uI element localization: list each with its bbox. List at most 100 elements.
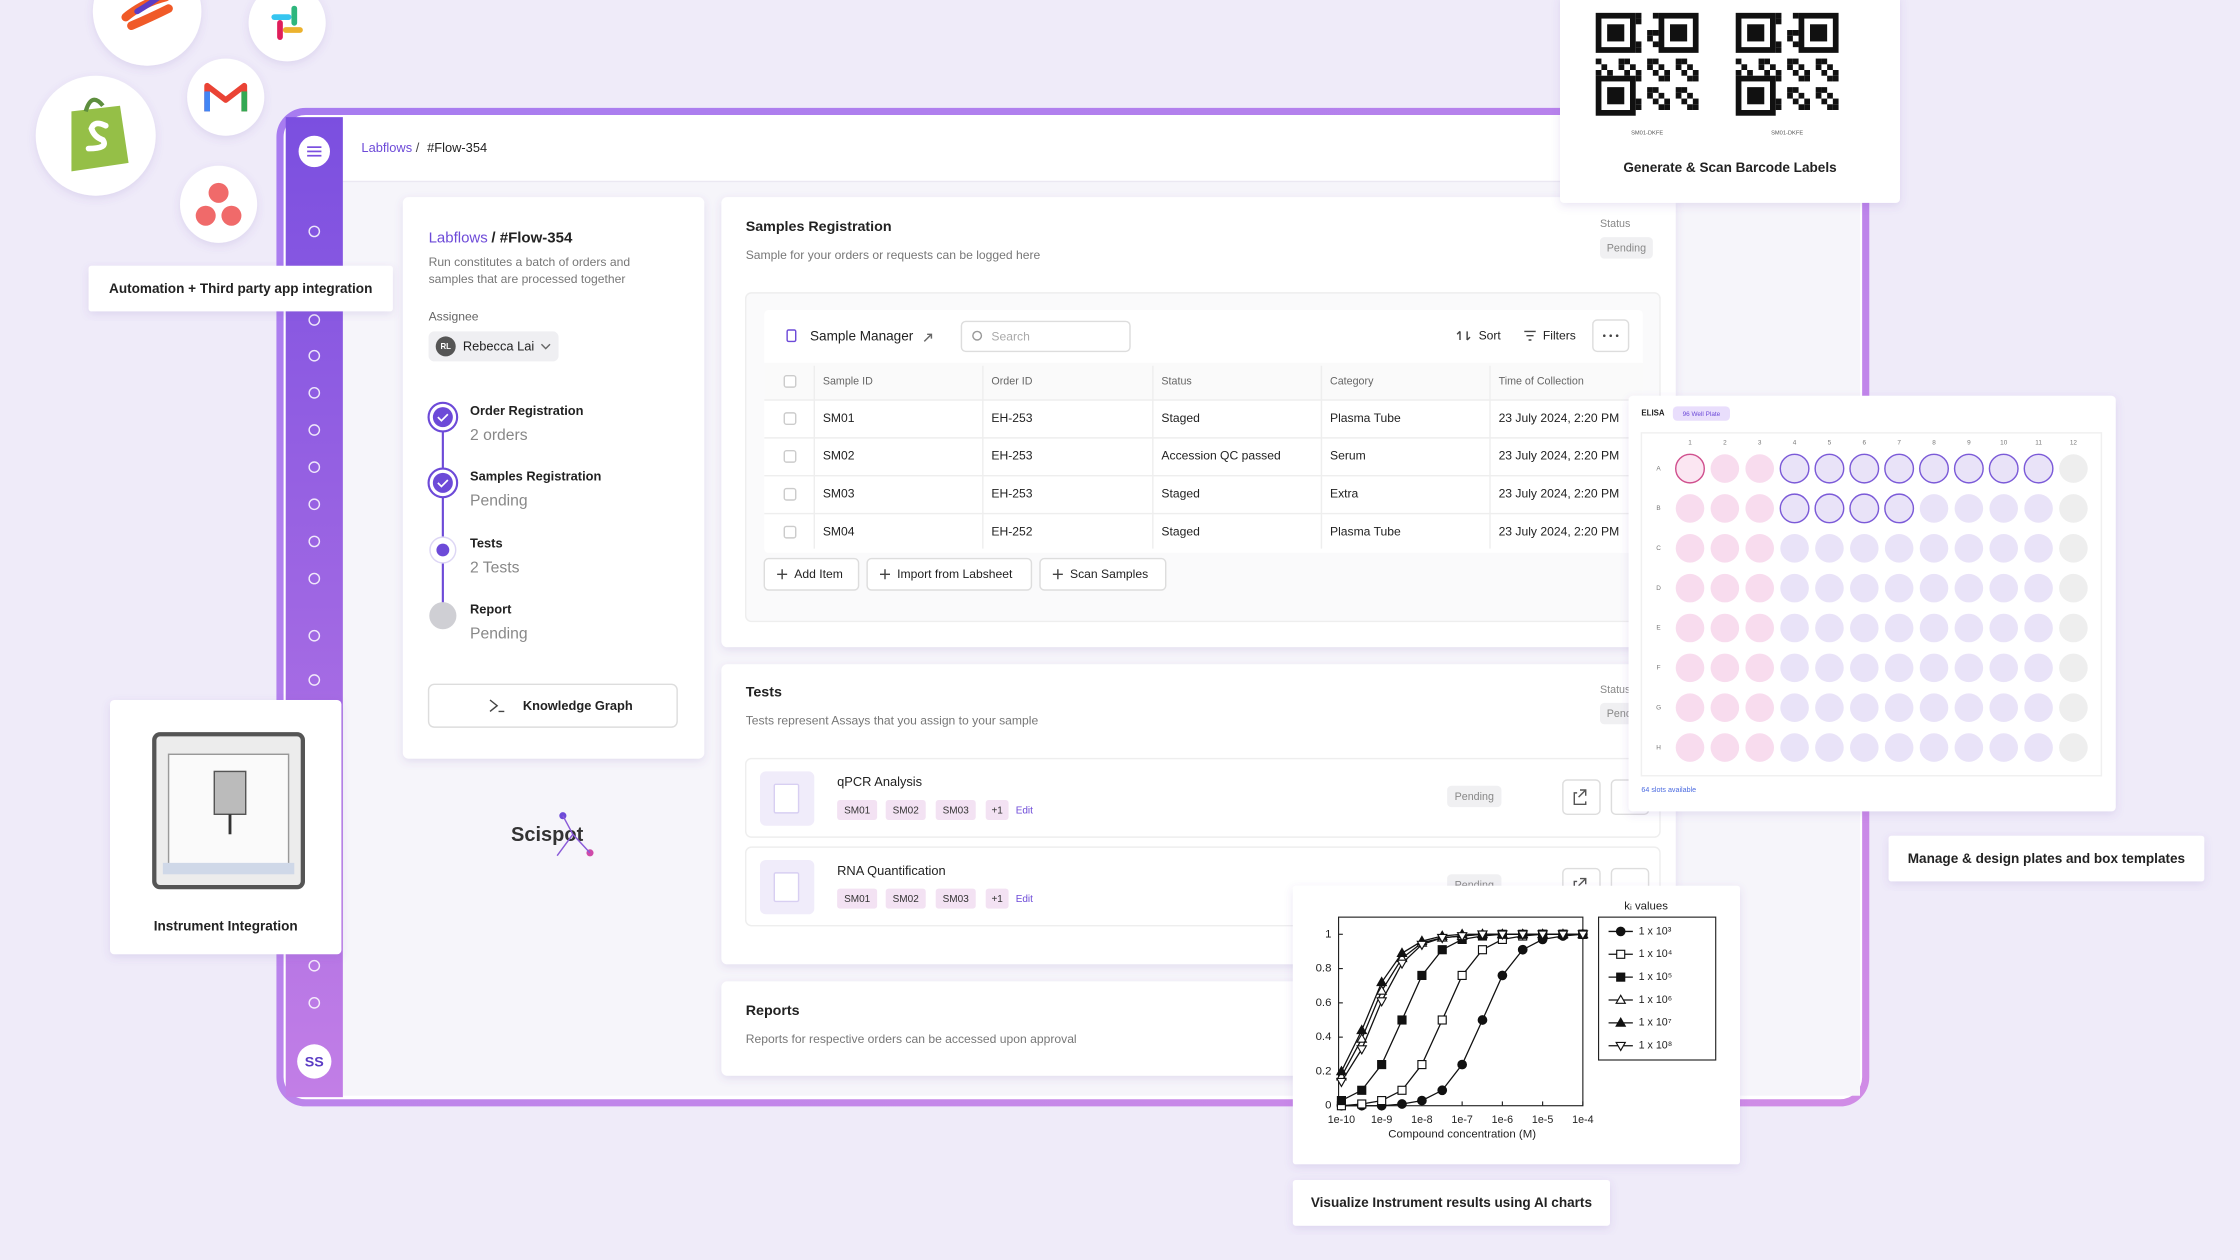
- plate-well[interactable]: [1884, 693, 1914, 722]
- plate-well[interactable]: [1710, 733, 1740, 762]
- plate-well[interactable]: [1850, 733, 1879, 762]
- sidebar-icon[interactable]: [308, 349, 321, 362]
- plate-well[interactable]: [2024, 653, 2053, 683]
- plate-well[interactable]: [1780, 613, 1809, 643]
- knowledge-graph-button[interactable]: Knowledge Graph: [427, 683, 678, 728]
- plate-well[interactable]: [1919, 494, 1949, 523]
- plate-well[interactable]: [2024, 494, 2053, 523]
- plate-well[interactable]: [1815, 733, 1844, 762]
- plate-well[interactable]: [1745, 573, 1775, 603]
- open-button[interactable]: [1562, 779, 1601, 815]
- plate-well[interactable]: [1710, 494, 1740, 523]
- plate-well[interactable]: [1779, 493, 1810, 524]
- test-item[interactable]: qPCR Analysis SM01 SM02 SM03 +1 Edit Pending: [745, 757, 1661, 838]
- breadcrumb-link[interactable]: Labflows: [361, 140, 412, 155]
- plate-well[interactable]: [2059, 573, 2088, 603]
- plate-well[interactable]: [1989, 613, 2018, 643]
- action-button[interactable]: Scan Samples: [1039, 557, 1167, 591]
- plate-well[interactable]: [1745, 534, 1775, 563]
- user-avatar[interactable]: [297, 1044, 332, 1079]
- sidebar-icon[interactable]: [308, 225, 321, 238]
- plate-well[interactable]: [1850, 653, 1879, 683]
- plate-well[interactable]: [1919, 613, 1949, 643]
- sidebar-icon[interactable]: [308, 674, 321, 686]
- plate-well[interactable]: [1710, 693, 1740, 722]
- plate-well[interactable]: [1850, 534, 1879, 563]
- plate-well[interactable]: [1710, 454, 1740, 483]
- plate-well[interactable]: [1919, 653, 1949, 683]
- plate-well[interactable]: [1884, 453, 1915, 484]
- plate-well[interactable]: [1953, 453, 1984, 484]
- plate-well[interactable]: [1989, 693, 2018, 722]
- plate-well[interactable]: [1780, 573, 1809, 603]
- plate-well[interactable]: [1815, 693, 1844, 722]
- plate-well[interactable]: [2059, 653, 2088, 683]
- plate-well[interactable]: [1850, 613, 1879, 643]
- plate-well[interactable]: [2059, 733, 2088, 762]
- sidebar-icon[interactable]: [308, 997, 321, 1009]
- plate-well[interactable]: [1675, 613, 1705, 643]
- sort-button[interactable]: Sort: [1479, 329, 1502, 343]
- plate-well[interactable]: [1919, 534, 1949, 563]
- filters-button[interactable]: Filters: [1543, 329, 1576, 343]
- plate-well[interactable]: [1884, 733, 1914, 762]
- plate-well[interactable]: [2059, 494, 2088, 523]
- app-icon-bg[interactable]: [92, 0, 202, 66]
- plate-well[interactable]: [1954, 573, 1984, 603]
- plate-well[interactable]: [1745, 733, 1775, 762]
- plate-well[interactable]: [1850, 573, 1879, 603]
- plate-well[interactable]: [1884, 534, 1914, 563]
- plate-well[interactable]: [1710, 573, 1740, 603]
- plate-well[interactable]: [1884, 613, 1914, 643]
- plate-well[interactable]: [2024, 534, 2053, 563]
- sidebar-icon[interactable]: [308, 572, 321, 585]
- plate-well[interactable]: [1710, 653, 1740, 683]
- plate-well[interactable]: [1988, 453, 2019, 484]
- plate-well[interactable]: [1675, 534, 1705, 563]
- plate-well[interactable]: [1954, 693, 1984, 722]
- plate-well[interactable]: [1815, 613, 1844, 643]
- plate-well[interactable]: [2024, 693, 2053, 722]
- plate-well[interactable]: [2023, 453, 2054, 484]
- plate-well[interactable]: [1849, 493, 1880, 524]
- plate-well[interactable]: [2024, 613, 2053, 643]
- plate-well[interactable]: [1745, 693, 1775, 722]
- plate-well[interactable]: [2059, 534, 2088, 563]
- plate-well[interactable]: [1954, 494, 1984, 523]
- plate-well[interactable]: [1989, 494, 2018, 523]
- plate-well[interactable]: [1745, 454, 1775, 483]
- action-button[interactable]: Add Item: [763, 557, 860, 591]
- plate-well[interactable]: [1745, 613, 1775, 643]
- plate-well[interactable]: [1849, 453, 1880, 484]
- plate-well[interactable]: [1954, 733, 1984, 762]
- sidebar-icon[interactable]: [308, 959, 321, 972]
- plate-well[interactable]: [1675, 733, 1705, 762]
- plate-well[interactable]: [1989, 573, 2018, 603]
- plate-well[interactable]: [1675, 573, 1705, 603]
- plate-well[interactable]: [1884, 573, 1914, 603]
- sidebar-icon[interactable]: [308, 461, 321, 473]
- plate-well[interactable]: [1954, 653, 1984, 683]
- plate-well[interactable]: [1745, 653, 1775, 683]
- plate-well[interactable]: [1710, 534, 1740, 563]
- sidebar-icon[interactable]: [308, 629, 321, 642]
- run-breadcrumb-link[interactable]: Labflows: [429, 230, 488, 247]
- plate-well[interactable]: [1780, 693, 1809, 722]
- plate-well[interactable]: [1745, 494, 1775, 523]
- plate-well[interactable]: [1675, 693, 1705, 722]
- action-button[interactable]: Import from Labsheet: [866, 557, 1033, 591]
- plate-well[interactable]: [1710, 613, 1740, 643]
- plate-well[interactable]: [1919, 733, 1949, 762]
- plate-well[interactable]: [1884, 653, 1914, 683]
- plate-well[interactable]: [2059, 613, 2088, 643]
- plate-well[interactable]: [1675, 494, 1705, 523]
- assignee-chip[interactable]: [428, 331, 559, 362]
- plate-well[interactable]: [2024, 573, 2053, 603]
- checkbox[interactable]: [783, 525, 797, 539]
- plate-well[interactable]: [1815, 534, 1844, 563]
- plate-well[interactable]: [1954, 534, 1984, 563]
- plate-well[interactable]: [1989, 733, 2018, 762]
- sidebar-icon[interactable]: [308, 424, 321, 436]
- plate-well[interactable]: [1850, 693, 1879, 722]
- sidebar-icon[interactable]: [308, 314, 321, 326]
